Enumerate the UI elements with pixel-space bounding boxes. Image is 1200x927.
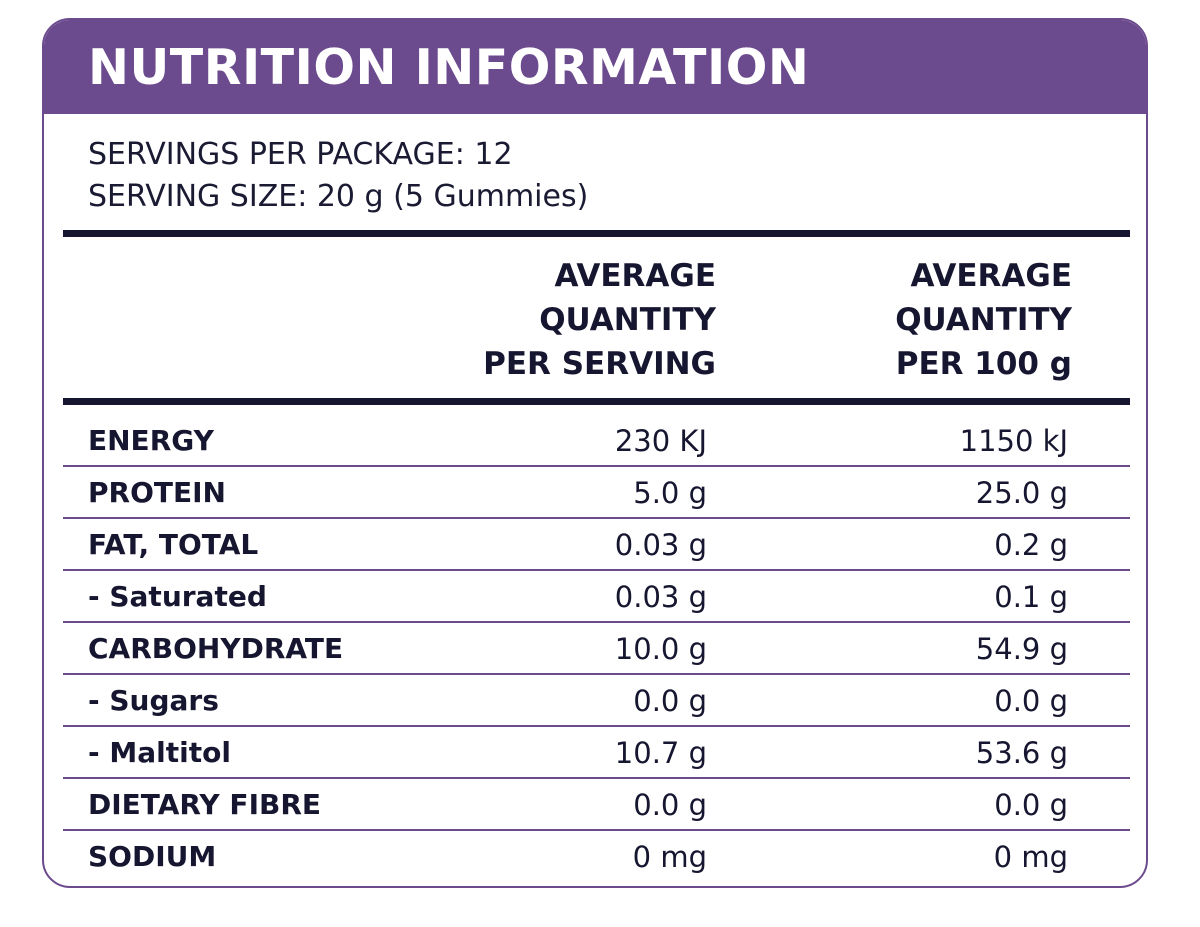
nutrient-per-serving: 0.03 g: [614, 528, 707, 562]
nutrient-name: CARBOHYDRATE: [88, 632, 344, 665]
nutrient-per-serving: 0.03 g: [614, 580, 707, 614]
nutrient-name: DIETARY FIBRE: [88, 788, 322, 821]
nutrient-name: - Sugars: [88, 684, 219, 717]
column-header-line: PER SERVING: [483, 346, 716, 382]
nutrition-panel: NUTRITION INFORMATION SERVINGS PER PACKA…: [42, 18, 1148, 888]
nutrient-row: PROTEIN 5.0 g 25.0 g: [63, 467, 1130, 519]
nutrient-per-100g: 0 mg: [993, 840, 1068, 874]
serving-info: SERVINGS PER PACKAGE: 12 SERVING SIZE: 2…: [88, 134, 588, 218]
nutrient-per-100g: 0.0 g: [994, 788, 1068, 822]
column-header-line: PER 100 g: [895, 346, 1072, 382]
nutrient-per-serving: 0 mg: [632, 840, 707, 874]
header-divider: [63, 398, 1130, 405]
nutrient-per-serving: 10.7 g: [614, 736, 707, 770]
column-header-per-100g: AVERAGE QUANTITY PER 100 g: [895, 254, 1072, 386]
nutrient-row: CARBOHYDRATE 10.0 g 54.9 g: [63, 623, 1130, 675]
nutrient-row: FAT, TOTAL 0.03 g 0.2 g: [63, 519, 1130, 571]
servings-per-package: SERVINGS PER PACKAGE: 12: [88, 137, 513, 172]
nutrient-name: - Saturated: [88, 580, 267, 613]
nutrient-row: - Sugars 0.0 g 0.0 g: [63, 675, 1130, 727]
nutrient-per-100g: 0.0 g: [994, 684, 1068, 718]
nutrient-per-100g: 1150 kJ: [959, 424, 1068, 458]
nutrient-row: ENERGY 230 KJ 1150 kJ: [63, 415, 1130, 467]
panel-header: NUTRITION INFORMATION: [44, 20, 1146, 114]
nutrient-per-100g: 25.0 g: [975, 476, 1068, 510]
nutrient-per-serving: 230 KJ: [614, 424, 707, 458]
nutrient-name: SODIUM: [88, 840, 217, 873]
column-header-line: AVERAGE: [554, 258, 716, 294]
nutrient-per-serving: 0.0 g: [633, 788, 707, 822]
nutrient-per-serving: 5.0 g: [633, 476, 707, 510]
nutrient-per-100g: 0.2 g: [994, 528, 1068, 562]
nutrient-table: ENERGY 230 KJ 1150 kJ PROTEIN 5.0 g 25.0 g FAT…: [63, 415, 1130, 883]
nutrient-row: DIETARY FIBRE 0.0 g 0.0 g: [63, 779, 1130, 831]
nutrient-name: FAT, TOTAL: [88, 528, 259, 561]
nutrient-name: PROTEIN: [88, 476, 226, 509]
nutrient-name: ENERGY: [88, 424, 214, 457]
nutrient-name: - Maltitol: [88, 736, 231, 769]
column-header-line: QUANTITY: [539, 302, 716, 338]
nutrient-per-100g: 53.6 g: [975, 736, 1068, 770]
top-divider: [63, 230, 1130, 237]
serving-size: SERVING SIZE: 20 g (5 Gummies): [88, 179, 589, 214]
nutrient-row: - Maltitol 10.7 g 53.6 g: [63, 727, 1130, 779]
column-header-line: QUANTITY: [895, 302, 1072, 338]
panel-title: NUTRITION INFORMATION: [88, 39, 810, 96]
nutrient-row: - Saturated 0.03 g 0.1 g: [63, 571, 1130, 623]
column-header-per-serving: AVERAGE QUANTITY PER SERVING: [483, 254, 716, 386]
column-header-line: AVERAGE: [910, 258, 1072, 294]
nutrient-per-100g: 0.1 g: [994, 580, 1068, 614]
nutrient-per-serving: 10.0 g: [614, 632, 707, 666]
nutrient-row: SODIUM 0 mg 0 mg: [63, 831, 1130, 883]
nutrient-per-100g: 54.9 g: [975, 632, 1068, 666]
nutrient-per-serving: 0.0 g: [633, 684, 707, 718]
